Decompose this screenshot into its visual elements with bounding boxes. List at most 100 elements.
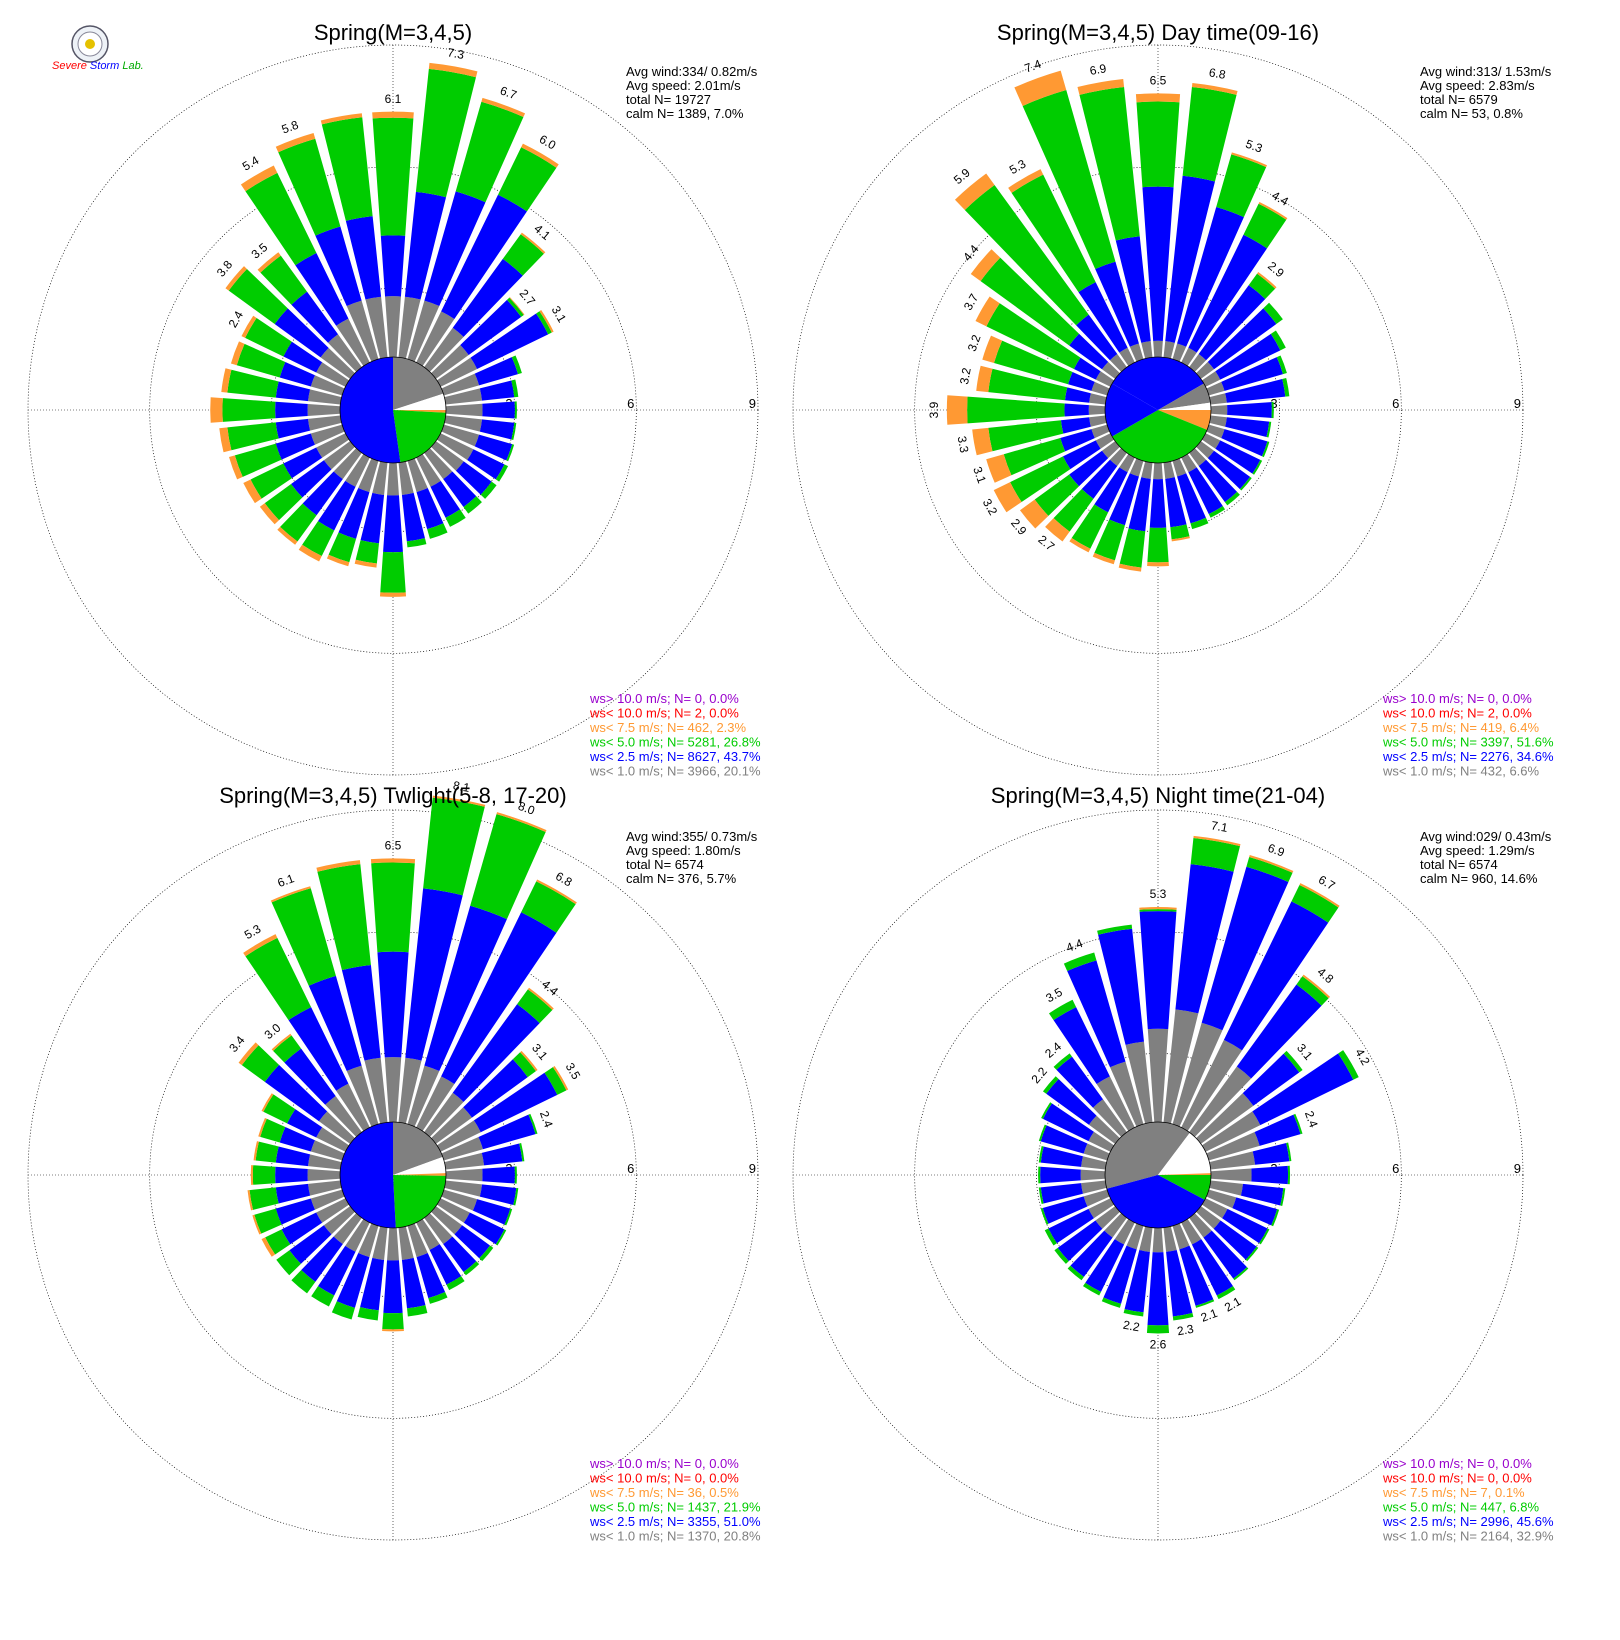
calm-pie-slice-orange xyxy=(393,1173,446,1176)
bar-segment-blue xyxy=(1254,1114,1301,1146)
bar-segment-blue xyxy=(1060,417,1091,434)
calm-pie-slice-white xyxy=(393,1156,446,1175)
bar-segment-orange xyxy=(509,297,525,315)
bar-segment-orange xyxy=(1019,499,1049,529)
bar-segment-green xyxy=(236,343,286,378)
bar-segment-blue xyxy=(336,1253,370,1308)
bar-segment-orange xyxy=(326,554,350,567)
bar-segment-gray xyxy=(1163,1226,1177,1252)
bar-segment-green xyxy=(1010,456,1071,503)
bar-segment-blue xyxy=(274,308,329,358)
bar-segment-green xyxy=(380,551,406,593)
bar-segment-gray xyxy=(416,453,441,487)
bar-segment-gray xyxy=(431,345,469,379)
bar-segment-gray xyxy=(358,458,379,493)
bar-segment-orange xyxy=(370,858,416,864)
bar-segment-gray xyxy=(1096,1076,1135,1132)
bar-segment-blue xyxy=(283,341,323,373)
bar-segment-blue xyxy=(1149,479,1167,528)
bar-segment-green xyxy=(1136,101,1180,188)
bar-segment-green xyxy=(1293,1113,1303,1135)
bar-segment-gray xyxy=(308,415,342,431)
bar-total-label: 4.8 xyxy=(1315,965,1337,987)
bar-segment-blue xyxy=(1062,440,1101,470)
bar-segment-green xyxy=(536,311,552,335)
bar-segment-blue xyxy=(455,461,492,495)
radial-tick-label: 6 xyxy=(1392,396,1399,411)
bar-segment-blue xyxy=(1207,308,1277,370)
bar-segment-blue xyxy=(1215,333,1281,380)
bar-segment-gray xyxy=(445,1168,483,1182)
bar-segment-blue xyxy=(463,1212,505,1245)
bar-segment-orange xyxy=(496,812,547,833)
bar-segment-green xyxy=(1079,87,1140,241)
bar-segment-gray xyxy=(310,424,345,445)
bar-segment-orange xyxy=(1231,152,1267,168)
bar-segment-gray xyxy=(1081,1156,1107,1170)
bar-segment-gray xyxy=(1210,405,1228,415)
bar-segment-blue xyxy=(301,1236,343,1282)
bar-segment-blue xyxy=(1251,1165,1289,1185)
bar-segment-green xyxy=(372,117,414,236)
bar-segment-green xyxy=(263,1094,296,1124)
bar-segment-gray xyxy=(336,1083,370,1132)
bar-segment-green xyxy=(407,1305,428,1317)
bar-segment-gray xyxy=(407,300,440,362)
bar-segment-green xyxy=(463,496,482,514)
bar-segment-gray xyxy=(318,1111,355,1144)
bar-segment-green xyxy=(278,138,341,236)
bar-segment-green xyxy=(470,814,546,920)
bar-segment-green xyxy=(1287,1165,1291,1185)
bar-segment-green xyxy=(1146,1324,1170,1334)
bar-total-label: 2.7 xyxy=(517,286,539,308)
bar-segment-orange xyxy=(972,427,993,456)
bar-total-label: 2.2 xyxy=(1028,1064,1050,1086)
bar-segment-blue xyxy=(430,480,461,518)
bar-segment-gray xyxy=(1110,1061,1144,1127)
bar-total-label: 3.2 xyxy=(957,366,974,385)
bar-segment-green xyxy=(254,1208,282,1234)
bar-segment-gray xyxy=(1172,1022,1223,1127)
calm-pie-slice-blue xyxy=(340,1122,396,1228)
bar-segment-green xyxy=(260,255,308,305)
bar-segment-gray xyxy=(1093,1099,1127,1137)
bar-segment-blue xyxy=(291,291,339,343)
bar-segment-blue xyxy=(472,1199,511,1225)
bar-segment-gray xyxy=(1101,441,1120,459)
bar-segment-orange xyxy=(243,479,262,504)
bar-total-label: 2.1 xyxy=(1199,1306,1220,1325)
bar-segment-blue xyxy=(1040,1146,1083,1167)
bar-segment-gray xyxy=(407,1223,428,1258)
bar-segment-gray xyxy=(1141,461,1153,479)
bar-segment-blue xyxy=(482,401,515,419)
bar-segment-green xyxy=(1123,1309,1144,1317)
bar-segment-gray xyxy=(387,462,399,496)
bar-segment-green xyxy=(506,444,515,462)
legend-entry: ws< 5.0 m/s; N= 3397, 51.6% xyxy=(1382,735,1554,750)
bar-segment-blue xyxy=(452,1004,540,1102)
bar-segment-orange xyxy=(1299,883,1340,908)
bar-total-label: 6.9 xyxy=(1089,61,1108,78)
bar-segment-blue xyxy=(1057,1220,1103,1262)
bar-segment-orange xyxy=(219,427,232,453)
stats-line: calm N= 1389, 7.0% xyxy=(626,106,744,121)
bar-segment-blue xyxy=(1221,429,1268,457)
legend-entry: ws< 1.0 m/s; N= 3966, 20.1% xyxy=(589,764,761,779)
bar-segment-green xyxy=(1243,203,1287,249)
bar-segment-blue xyxy=(1053,1007,1110,1084)
legend-entry: ws< 10.0 m/s; N= 0, 0.0% xyxy=(1382,1471,1532,1486)
radial-tick-label: 9 xyxy=(749,1161,756,1176)
bar-segment-blue xyxy=(1179,1245,1214,1306)
legend-entry: ws> 10.0 m/s; N= 0, 0.0% xyxy=(589,691,739,706)
bar-segment-blue xyxy=(429,1244,462,1285)
bar-segment-green xyxy=(993,340,1073,385)
bar-total-label: 5.3 xyxy=(1150,887,1167,901)
bar-segment-orange xyxy=(240,165,278,192)
legend-entry: ws> 10.0 m/s; N= 0, 0.0% xyxy=(589,1456,739,1471)
bar-segment-blue xyxy=(1139,911,1177,1030)
bar-segment-orange xyxy=(993,482,1022,513)
bar-segment-green xyxy=(250,463,292,499)
bar-segment-blue xyxy=(1240,1183,1284,1206)
bar-segment-orange xyxy=(247,1190,254,1211)
bar-total-label: 6.8 xyxy=(553,869,575,890)
